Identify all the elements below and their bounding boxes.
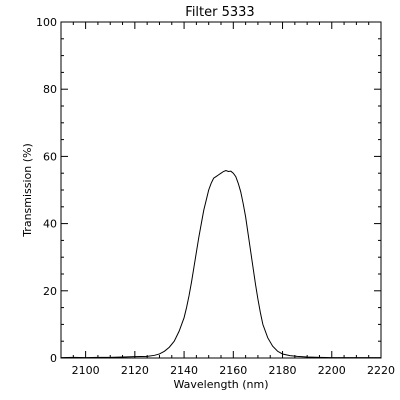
y-tick-label: 20 xyxy=(43,285,57,298)
x-tick-label: 2180 xyxy=(269,364,297,377)
transmission-curve xyxy=(60,169,381,359)
y-tick-label: 100 xyxy=(36,16,57,29)
x-axis: 2100 2120 2140 2160 2180 2200 2220 xyxy=(60,22,395,377)
y-tick-label: 40 xyxy=(43,218,57,231)
x-tick-label: 2100 xyxy=(72,364,100,377)
y-tick-label: 80 xyxy=(43,83,57,96)
x-tick-label: 2120 xyxy=(121,364,149,377)
x-axis-label: Wavelength (nm) xyxy=(173,378,268,391)
x-tick-label: 2220 xyxy=(367,364,395,377)
chart-title: Filter 5333 xyxy=(185,5,254,20)
y-axis-label: Transmission (%) xyxy=(21,143,34,238)
y-axis: 0 20 40 60 80 100 xyxy=(36,16,381,365)
y-tick-label: 0 xyxy=(50,352,57,365)
y-tick-label: 60 xyxy=(43,150,57,163)
x-tick-label: 2200 xyxy=(318,364,346,377)
x-tick-label: 2140 xyxy=(170,364,198,377)
x-tick-label: 2160 xyxy=(219,364,247,377)
plot-frame xyxy=(60,21,382,359)
